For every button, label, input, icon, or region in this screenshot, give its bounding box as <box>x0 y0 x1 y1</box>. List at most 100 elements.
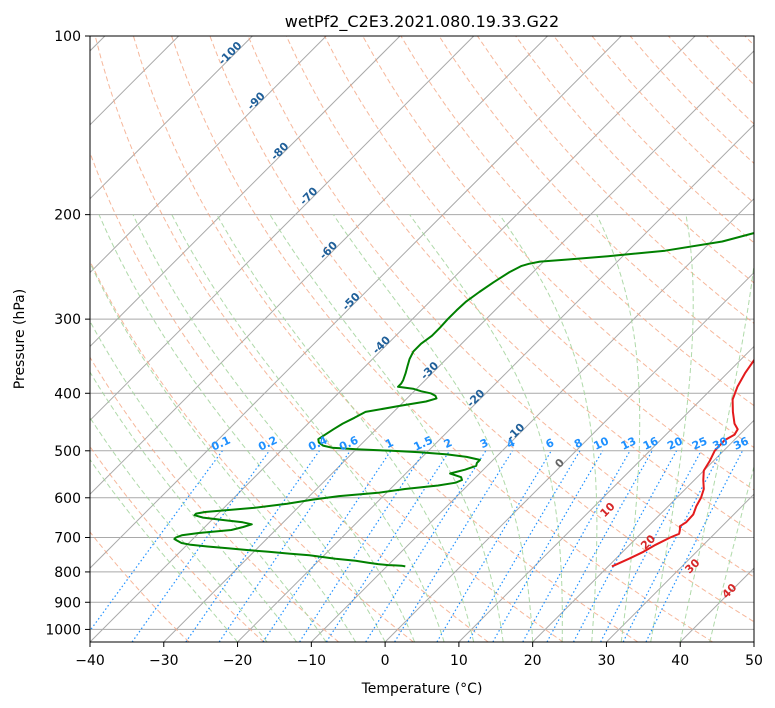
dry-adiabat-label: -30 <box>418 359 441 382</box>
y-tick-label: 400 <box>54 386 81 402</box>
mixing-ratio-line <box>185 450 320 642</box>
mixing-ratio-label: 20 <box>665 434 685 452</box>
dry-adiabat-line <box>94 36 564 642</box>
dry-adiabat-line <box>90 151 489 642</box>
moist-adiabat-line <box>596 214 641 642</box>
isotherm-line <box>237 124 754 642</box>
mixing-ratio-line <box>436 450 552 642</box>
dry-adiabat-line <box>90 260 414 642</box>
mixing-ratio-label: 30 <box>711 434 731 452</box>
mixing-ratio-line <box>262 450 392 642</box>
dry-adiabat-line <box>362 36 754 449</box>
mixing-ratio-line <box>522 450 631 642</box>
moist-adiabat-line <box>216 214 475 642</box>
mixing-ratio-line <box>325 450 451 642</box>
mixing-ratio-label: 16 <box>641 434 661 452</box>
isotherm-line <box>384 271 754 642</box>
moist-adiabat-line <box>709 464 754 642</box>
x-tick-label: 20 <box>524 653 542 669</box>
isotherm-line <box>90 36 548 495</box>
chart-title: wetPf2_C2E3.2021.080.19.33.G22 <box>285 12 559 32</box>
moist-adiabat-line <box>90 261 357 642</box>
mixing-ratio-line <box>572 450 678 642</box>
moist-adiabat-line <box>499 214 598 642</box>
moist-adiabat-label: 10 <box>598 500 618 520</box>
y-tick-label: 600 <box>54 491 81 507</box>
x-axis-label: Temperature (°C) <box>361 681 483 697</box>
x-tick-label: 50 <box>745 653 763 669</box>
dry-adiabat-line <box>668 36 754 125</box>
dry-adiabat-line <box>171 36 713 642</box>
isotherm-line <box>90 36 327 274</box>
moist-adiabat-line <box>679 260 754 642</box>
mixing-ratio-label: 36 <box>731 434 751 452</box>
isotherm-line <box>532 419 754 642</box>
moist-adiabat-line <box>98 214 386 642</box>
x-tick-label: −30 <box>149 653 179 669</box>
mixing-ratio-label: 10 <box>591 434 611 452</box>
dry-adiabat-label: -40 <box>370 333 393 356</box>
y-tick-label: 100 <box>54 29 81 45</box>
dry-adiabat-line <box>706 36 754 86</box>
mixing-ratio-line <box>131 450 270 642</box>
y-tick-label: 900 <box>54 595 81 611</box>
y-tick-label: 700 <box>54 531 81 547</box>
dry-adiabat-line <box>90 445 265 642</box>
moist-adiabat-line <box>650 214 694 642</box>
y-axis: 1000 900 800 700 600 500 400 300 200 100 <box>45 29 90 638</box>
isotherm-line <box>606 493 754 642</box>
isotherm-line <box>90 36 253 200</box>
dry-adiabat-line <box>515 36 754 284</box>
mixing-ratio-label: 2 <box>442 436 454 451</box>
isotherm-line <box>90 36 475 422</box>
x-tick-label: 10 <box>450 653 468 669</box>
mixing-ratio-label: 1 <box>383 436 395 451</box>
x-axis: −40 −30 −20 −10 0 10 20 30 40 50 <box>75 642 763 669</box>
x-tick-label: 40 <box>671 653 689 669</box>
dry-adiabat-label: -50 <box>340 290 363 313</box>
y-tick-label: 300 <box>54 312 81 328</box>
dry-adiabat-line <box>90 356 339 642</box>
mixing-ratio-line <box>467 450 581 642</box>
dewpoint-trace <box>173 231 754 568</box>
mixing-ratio-line <box>394 450 513 642</box>
moist-adiabat-line <box>409 214 563 642</box>
moist-adiabat-line <box>269 214 504 642</box>
temperature-trace <box>611 358 754 568</box>
isotherm-line <box>90 36 696 642</box>
dry-adiabat-line <box>90 531 190 642</box>
moist-adiabat-line <box>90 320 327 642</box>
isotherm-line <box>753 641 754 642</box>
dry-adiabat-label: -20 <box>464 387 487 410</box>
dry-adiabat-label: -60 <box>317 239 340 262</box>
dry-adiabat-line <box>629 36 754 164</box>
y-axis-label: Pressure (hPa) <box>12 289 28 389</box>
mixing-ratio-line <box>645 450 744 642</box>
mixing-ratio-line <box>299 450 426 642</box>
moist-adiabat-label: 0 <box>552 456 567 471</box>
moist-adiabat-label: 30 <box>682 556 702 576</box>
x-tick-label: −20 <box>223 653 253 669</box>
moist-adiabat-label: 40 <box>719 581 739 601</box>
line-labels: 0.1 0.2 0.4 0.6 1 1.5 2 3 4 6 8 10 13 16 20 25 30 36-100-… <box>209 39 751 601</box>
dry-adiabat-label: -90 <box>245 89 268 112</box>
x-tick-label: −40 <box>75 653 105 669</box>
y-tick-label: 800 <box>54 565 81 581</box>
moist-adiabat-line <box>332 214 534 642</box>
mixing-ratio-line <box>218 450 351 642</box>
dry-adiabat-line <box>285 36 754 534</box>
y-tick-label: 1000 <box>45 622 81 638</box>
mixing-ratio-label: 13 <box>619 434 638 452</box>
plot-frame <box>89 35 755 643</box>
dry-adiabat-label: -80 <box>268 140 291 163</box>
moist-adiabat-line <box>171 214 445 642</box>
moist-adiabat-line <box>90 371 297 642</box>
isotherm-line <box>163 50 754 642</box>
x-tick-label: 30 <box>598 653 616 669</box>
moist-adiabat-line <box>132 214 416 642</box>
series-layer <box>173 231 754 568</box>
isotherm-line <box>90 36 401 348</box>
moist-adiabat-line <box>90 458 238 642</box>
x-tick-label: 0 <box>381 653 390 669</box>
